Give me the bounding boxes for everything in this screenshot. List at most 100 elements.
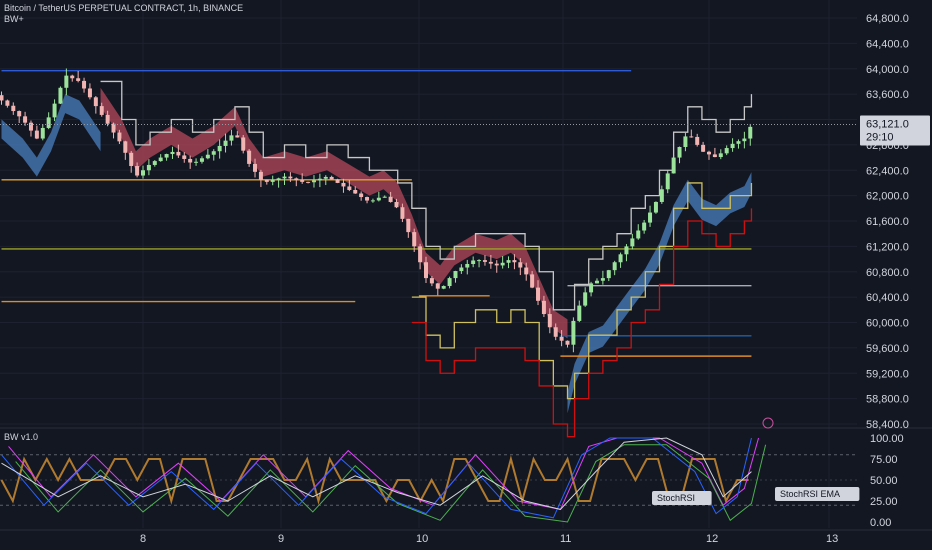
candle-body (612, 262, 617, 271)
candle-body (205, 154, 210, 159)
osc-series-0 (1, 437, 752, 519)
candle-body (630, 238, 635, 247)
candle-body (382, 196, 387, 198)
candle-body (164, 154, 169, 158)
candle-body (329, 176, 334, 180)
candle-body (388, 196, 393, 202)
candle-body (223, 140, 228, 146)
candle-body (182, 155, 187, 159)
callout-stochrsi-ema: StochRSI EMA (775, 487, 860, 501)
y-tick-label: 59,600.0 (866, 343, 909, 355)
y-tick-label: 62,000.0 (866, 191, 909, 203)
symbol-title: Bitcoin / TetherUS PERPETUAL CONTRACT, 1… (4, 3, 244, 13)
candle-body (111, 123, 116, 133)
candle-body (671, 157, 676, 174)
candle-body (276, 178, 281, 181)
candle-body (359, 193, 364, 198)
callout-stochrsi: StochRSI (652, 491, 712, 505)
candle-body (52, 103, 57, 118)
candle-body (158, 157, 163, 162)
candle-body (199, 158, 204, 162)
price-badge-value: 63,121.0 (866, 119, 909, 131)
candle-body (376, 197, 381, 201)
callout-stochrsi-text: StochRSI (657, 493, 695, 503)
y-tick-label: 64,000.0 (866, 64, 909, 76)
candle-body (665, 173, 670, 190)
candle-body (394, 201, 399, 208)
indicator-tag: BW+ (4, 14, 24, 24)
candle-body (141, 170, 145, 176)
oscillator-title: BW v1.0 (4, 432, 39, 442)
candle-body (465, 263, 470, 268)
candle-body (447, 278, 452, 287)
y-tick-label: 64,800.0 (866, 13, 909, 25)
candle-body (335, 179, 340, 183)
candle-body (152, 161, 157, 165)
candle-body (565, 340, 570, 345)
y-tick-label: 58,800.0 (866, 394, 909, 406)
candle-body (17, 111, 22, 117)
candle-body (730, 143, 735, 149)
candle-body (742, 138, 747, 142)
candle-body (311, 180, 316, 183)
candle-body (176, 151, 181, 156)
callout-stochrsi-bg (652, 491, 712, 505)
candle-body (58, 87, 63, 104)
y-tick-label: 64,400.0 (866, 38, 909, 50)
candle-body (288, 176, 293, 179)
y-tick-label: 58,400.0 (866, 419, 909, 431)
candle-body (294, 178, 299, 181)
candle-body (441, 286, 446, 289)
candle-body (589, 283, 594, 293)
candle-body (365, 197, 370, 201)
candle-body (211, 151, 216, 155)
candle-body (707, 151, 711, 155)
candle-body (642, 222, 647, 231)
candle-body (547, 314, 552, 328)
candle-body (677, 146, 682, 158)
osc-series-1 (1, 437, 752, 510)
candle-body (606, 270, 611, 279)
candle-body (317, 178, 322, 181)
y-tick-label: 60,400.0 (866, 292, 909, 304)
candle-body (636, 230, 641, 239)
candle-body (241, 137, 246, 151)
candle-body (28, 122, 33, 131)
candle-body (524, 267, 529, 275)
candle-body (5, 100, 10, 106)
candle-body (258, 171, 263, 180)
candle-body (188, 158, 193, 163)
x-tick-label: 9 (278, 533, 284, 545)
candle-body (270, 180, 275, 182)
candle-body (76, 78, 81, 81)
candle-body (494, 263, 499, 266)
candles (0, 68, 753, 353)
candle-body (129, 152, 134, 167)
candle-body (323, 176, 328, 179)
candle-body (459, 267, 464, 272)
candle-body (170, 151, 175, 155)
y-tick-label: 61,600.0 (866, 216, 909, 228)
candle-body (736, 141, 741, 144)
candle-body (93, 97, 98, 107)
osc-y-tick-label: 0.00 (870, 517, 891, 529)
candle-body (82, 80, 87, 89)
price-badge-countdown: 29:10 (866, 132, 894, 144)
candle-body (718, 153, 723, 158)
candle-body (453, 271, 458, 279)
osc-y-tick-label: 50.00 (870, 475, 898, 487)
candle-body (347, 186, 352, 190)
candle-body (482, 260, 487, 262)
candle-body (34, 130, 39, 139)
candle-body (253, 163, 258, 172)
candle-body (300, 180, 305, 182)
candle-body (559, 336, 564, 341)
candle-body (695, 136, 700, 145)
candle-body (353, 189, 358, 194)
candle-body (518, 262, 523, 268)
candle-body (429, 278, 434, 284)
trail-red (411, 208, 753, 438)
x-tick-label: 10 (416, 533, 428, 545)
